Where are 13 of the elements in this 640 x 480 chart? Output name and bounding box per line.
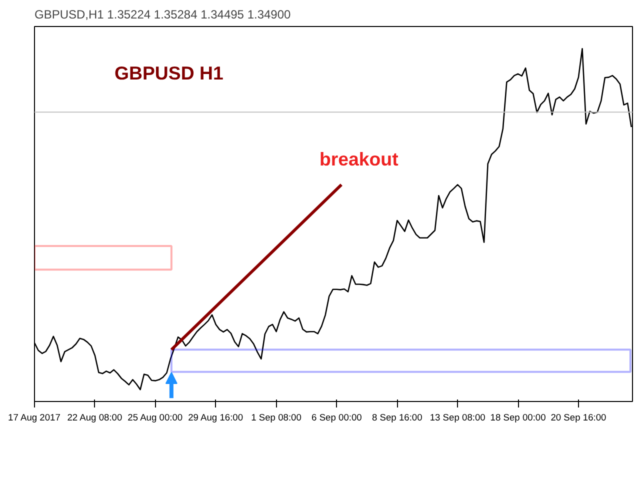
x-tick-label: 1 Sep 08:00 [251,412,302,422]
x-tick-label: 29 Aug 16:00 [188,412,244,422]
x-tick-label: 25 Aug 00:00 [128,412,183,422]
chart-title: GBPUSD,H1 1.35224 1.35284 1.34495 1.34900 [34,8,292,22]
x-tick-label: 20 Sep 16:00 [550,412,606,422]
annotation: breakout [320,148,398,170]
x-tick-label: 6 Sep 00:00 [312,412,362,422]
x-tick-label: 17 Aug 2017 [8,412,60,422]
x-tick-label: 8 Sep 16:00 [372,412,422,422]
annotation: GBPUSD H1 [114,62,224,84]
x-tick-label: 18 Sep 00:00 [490,412,546,422]
x-tick-label: 22 Aug 08:00 [67,412,122,422]
x-tick-label: 13 Sep 08:00 [430,412,486,422]
